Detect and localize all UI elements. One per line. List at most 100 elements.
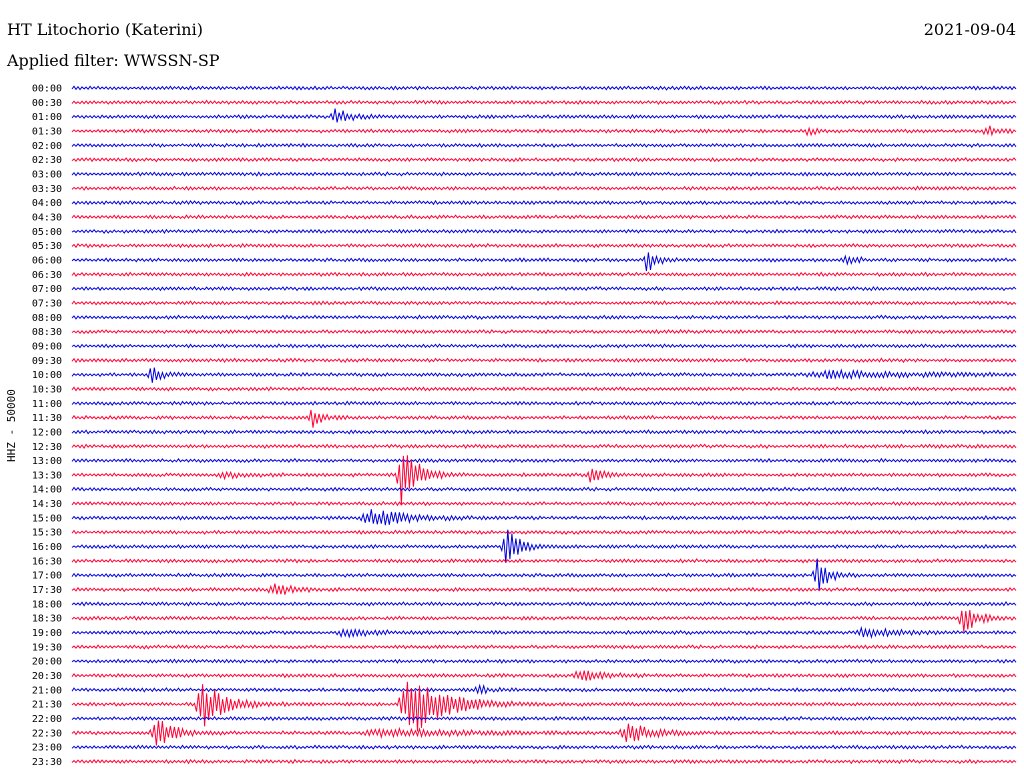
- trace-line: [71, 644, 1017, 650]
- trace-line: [71, 669, 1017, 681]
- seismic-traces: [71, 85, 1017, 765]
- time-tick-label: 06:30: [32, 270, 62, 281]
- time-tick-label: 18:00: [32, 599, 62, 610]
- trace-line: [71, 314, 1017, 320]
- trace-line: [71, 285, 1017, 292]
- trace-line: [71, 658, 1017, 664]
- trace-line: [71, 601, 1017, 607]
- time-tick-label: 00:00: [32, 84, 62, 95]
- time-tick-label: 12:30: [32, 442, 62, 453]
- trace-line: [71, 328, 1017, 335]
- trace-line: [71, 409, 1017, 428]
- time-tick-label: 15:30: [32, 528, 62, 539]
- time-tick-label: 22:30: [32, 728, 62, 739]
- time-tick-label: 10:30: [32, 384, 62, 395]
- trace-line: [71, 386, 1017, 392]
- time-tick-label: 23:00: [32, 743, 62, 754]
- time-tick-labels: 00:00 00:30 01:00 01:30 02:00 02:30 03:00 03:30…: [32, 84, 62, 769]
- time-tick-label: 06:00: [32, 255, 62, 266]
- time-tick-label: 21:30: [32, 700, 62, 711]
- trace-line: [71, 744, 1017, 750]
- trace-line: [71, 252, 1017, 272]
- time-tick-label: 09:30: [32, 356, 62, 367]
- trace-line: [71, 108, 1017, 123]
- trace-line: [71, 300, 1017, 306]
- trace-line: [71, 85, 1017, 91]
- time-tick-label: 20:00: [32, 657, 62, 668]
- trace-line: [71, 156, 1017, 163]
- trace-line: [71, 457, 1017, 464]
- time-tick-label: 19:00: [32, 628, 62, 639]
- time-tick-label: 10:00: [32, 370, 62, 381]
- time-tick-label: 17:00: [32, 571, 62, 582]
- trace-line: [71, 558, 1017, 591]
- trace-line: [71, 367, 1017, 383]
- time-tick-label: 05:30: [32, 241, 62, 252]
- trace-line: [71, 242, 1017, 249]
- station-title: HT Litochorio (Katerini): [7, 20, 203, 39]
- time-tick-label: 13:00: [32, 456, 62, 467]
- time-tick-label: 08:30: [32, 327, 62, 338]
- trace-line: [71, 500, 1017, 507]
- trace-line: [71, 529, 1017, 564]
- trace-line: [71, 228, 1017, 234]
- time-tick-label: 02:30: [32, 155, 62, 166]
- time-tick-label: 03:30: [32, 184, 62, 195]
- time-tick-label: 16:30: [32, 556, 62, 567]
- trace-line: [71, 758, 1017, 765]
- time-tick-label: 02:00: [32, 141, 62, 152]
- trace-line: [71, 720, 1017, 746]
- trace-line: [71, 681, 1017, 732]
- trace-line: [71, 583, 1017, 595]
- trace-line: [71, 610, 1017, 632]
- time-tick-label: 15:00: [32, 513, 62, 524]
- time-tick-label: 11:30: [32, 413, 62, 424]
- trace-line: [71, 486, 1017, 492]
- time-tick-label: 11:00: [32, 399, 62, 410]
- trace-line: [71, 125, 1017, 137]
- time-tick-label: 07:00: [32, 284, 62, 295]
- time-tick-label: 17:30: [32, 585, 62, 596]
- filter-label: Applied filter: WWSSN-SP: [7, 51, 220, 70]
- trace-line: [71, 558, 1017, 564]
- trace-line: [71, 357, 1017, 364]
- time-tick-label: 14:30: [32, 499, 62, 510]
- trace-line: [71, 400, 1017, 406]
- time-tick-label: 01:00: [32, 112, 62, 123]
- trace-line: [71, 343, 1017, 349]
- trace-line: [71, 429, 1017, 435]
- time-tick-label: 00:30: [32, 98, 62, 109]
- trace-line: [71, 171, 1017, 177]
- trace-line: [71, 443, 1017, 450]
- trace-line: [71, 271, 1017, 278]
- trace-line: [71, 509, 1017, 526]
- trace-line: [71, 214, 1017, 220]
- trace-line: [71, 625, 1017, 640]
- time-tick-label: 19:30: [32, 642, 62, 653]
- time-tick-label: 04:00: [32, 198, 62, 209]
- time-tick-label: 21:00: [32, 685, 62, 696]
- trace-line: [71, 715, 1017, 722]
- time-tick-label: 08:00: [32, 313, 62, 324]
- time-tick-label: 07:30: [32, 298, 62, 309]
- time-tick-label: 03:00: [32, 169, 62, 180]
- time-tick-label: 20:30: [32, 671, 62, 682]
- time-tick-label: 05:00: [32, 227, 62, 238]
- record-date: 2021-09-04: [923, 20, 1016, 39]
- time-tick-label: 23:30: [32, 757, 62, 768]
- time-tick-label: 22:00: [32, 714, 62, 725]
- time-tick-label: 16:00: [32, 542, 62, 553]
- time-tick-label: 13:30: [32, 470, 62, 481]
- time-tick-label: 09:00: [32, 341, 62, 352]
- trace-line: [71, 99, 1017, 106]
- time-tick-label: 04:30: [32, 212, 62, 223]
- trace-line: [71, 683, 1017, 696]
- time-tick-label: 12:00: [32, 427, 62, 438]
- time-tick-label: 18:30: [32, 614, 62, 625]
- trace-line: [71, 455, 1017, 505]
- trace-line: [71, 185, 1017, 191]
- trace-line: [71, 529, 1017, 535]
- trace-line: [71, 199, 1017, 206]
- time-tick-label: 01:30: [32, 126, 62, 137]
